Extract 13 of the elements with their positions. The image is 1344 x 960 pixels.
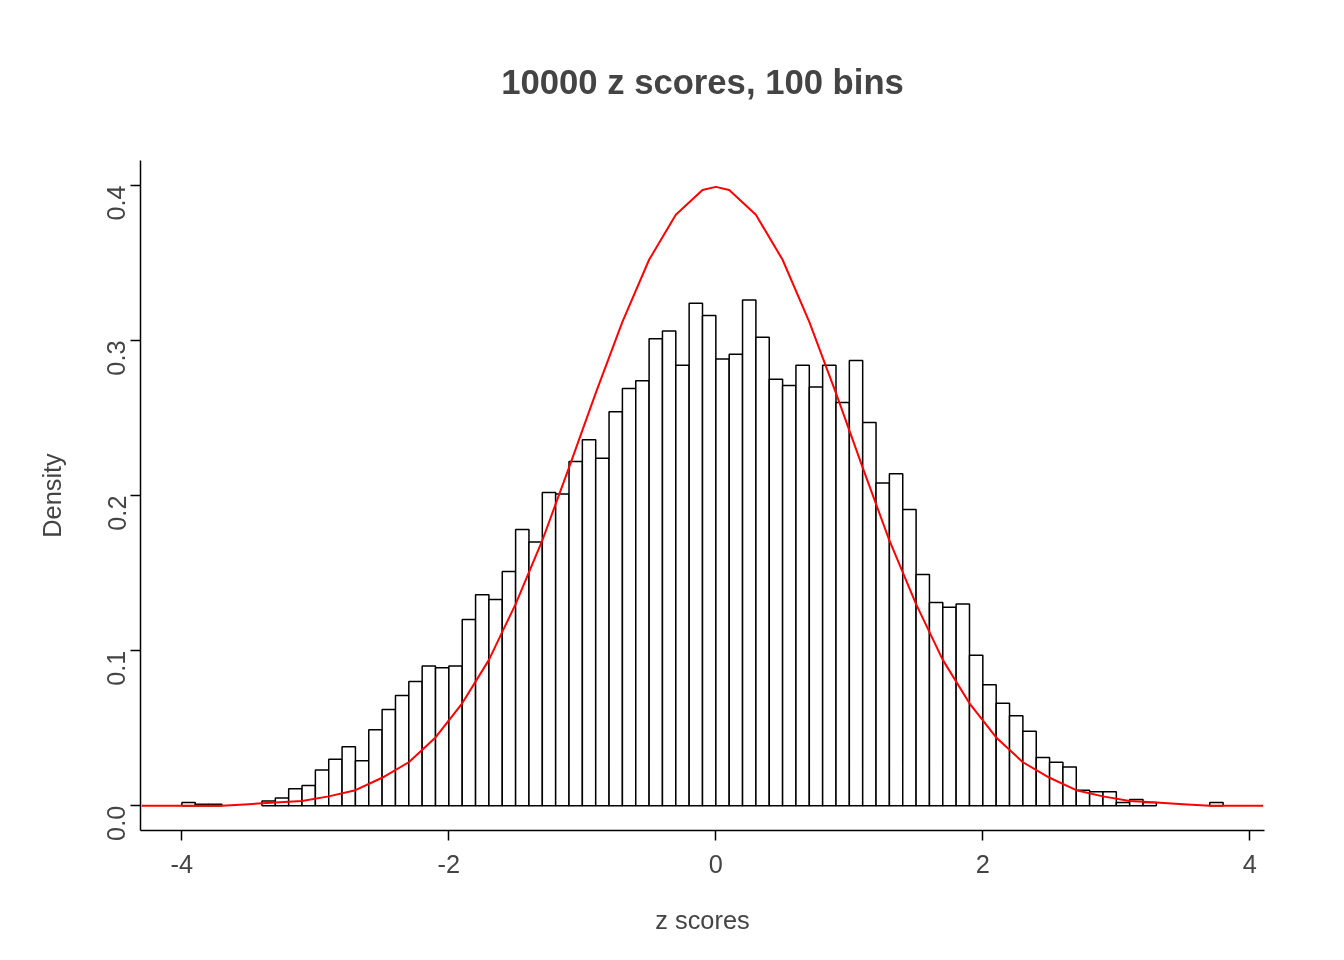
y-tick-label: 0.1 <box>102 650 131 686</box>
x-tick-label: 0 <box>708 849 723 878</box>
y-tick-label: 0.3 <box>102 340 131 376</box>
x-tick-label: -2 <box>437 849 461 878</box>
y-tick-label: 0.2 <box>102 495 131 531</box>
x-tick-label: -4 <box>170 849 194 878</box>
y-tick-label: 0.0 <box>102 805 131 841</box>
y-axis-title: Density <box>37 452 66 538</box>
x-axis-title: z scores <box>655 905 750 934</box>
y-tick-label: 0.4 <box>102 185 131 221</box>
chart-title: 10000 z scores, 100 bins <box>501 62 904 101</box>
x-tick-label: 2 <box>975 849 990 878</box>
x-tick-label: 4 <box>1242 849 1257 878</box>
